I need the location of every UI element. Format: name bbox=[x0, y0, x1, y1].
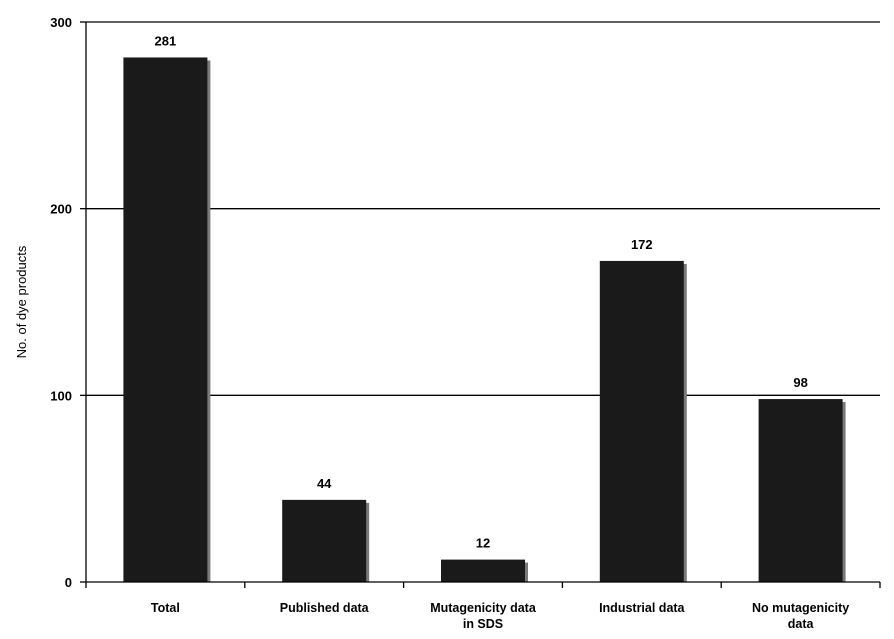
y-axis-ticks: 0 100 200 300 bbox=[50, 15, 86, 590]
category-label-1: Total bbox=[151, 601, 180, 615]
data-labels: 281 44 12 172 98 bbox=[155, 33, 808, 550]
category-label-2: Published data bbox=[280, 601, 370, 615]
category-label-5: No mutagenicity bbox=[752, 601, 849, 615]
gridlines bbox=[86, 21, 880, 396]
y-tick-label-200: 200 bbox=[50, 202, 72, 217]
bar-1 bbox=[123, 57, 208, 582]
data-label-4: 172 bbox=[631, 237, 653, 252]
category-label-3: Mutagenicity data bbox=[430, 601, 537, 615]
data-label-2: 44 bbox=[317, 476, 332, 491]
y-axis-title: No. of dye products bbox=[14, 245, 29, 358]
bar-3 bbox=[441, 559, 525, 582]
bar-2 bbox=[282, 499, 367, 582]
axes bbox=[85, 22, 881, 588]
category-label-5: data bbox=[788, 617, 815, 631]
bar-4 bbox=[599, 260, 684, 582]
y-tick-label-300: 300 bbox=[50, 15, 72, 30]
data-label-1: 281 bbox=[155, 33, 177, 48]
category-label-4: Industrial data bbox=[599, 601, 685, 615]
bars bbox=[123, 57, 846, 582]
data-label-5: 98 bbox=[793, 375, 807, 390]
y-tick-label-0: 0 bbox=[65, 575, 72, 590]
bar-5 bbox=[758, 399, 843, 582]
category-labels: Total Published data Mutagenicity data in S… bbox=[151, 601, 849, 631]
y-tick-label-100: 100 bbox=[50, 388, 72, 403]
category-label-3: in SDS bbox=[463, 617, 503, 631]
data-label-3: 12 bbox=[476, 536, 490, 551]
